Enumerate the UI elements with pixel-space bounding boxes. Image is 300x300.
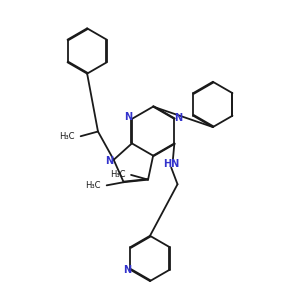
Text: HN: HN: [163, 159, 179, 169]
Text: N: N: [123, 265, 131, 275]
Text: N: N: [174, 113, 182, 123]
Text: H₃C: H₃C: [110, 170, 125, 179]
Text: H₃C: H₃C: [85, 181, 101, 190]
Text: H₃C: H₃C: [59, 132, 75, 141]
Text: N: N: [124, 112, 132, 122]
Text: N: N: [105, 156, 113, 167]
